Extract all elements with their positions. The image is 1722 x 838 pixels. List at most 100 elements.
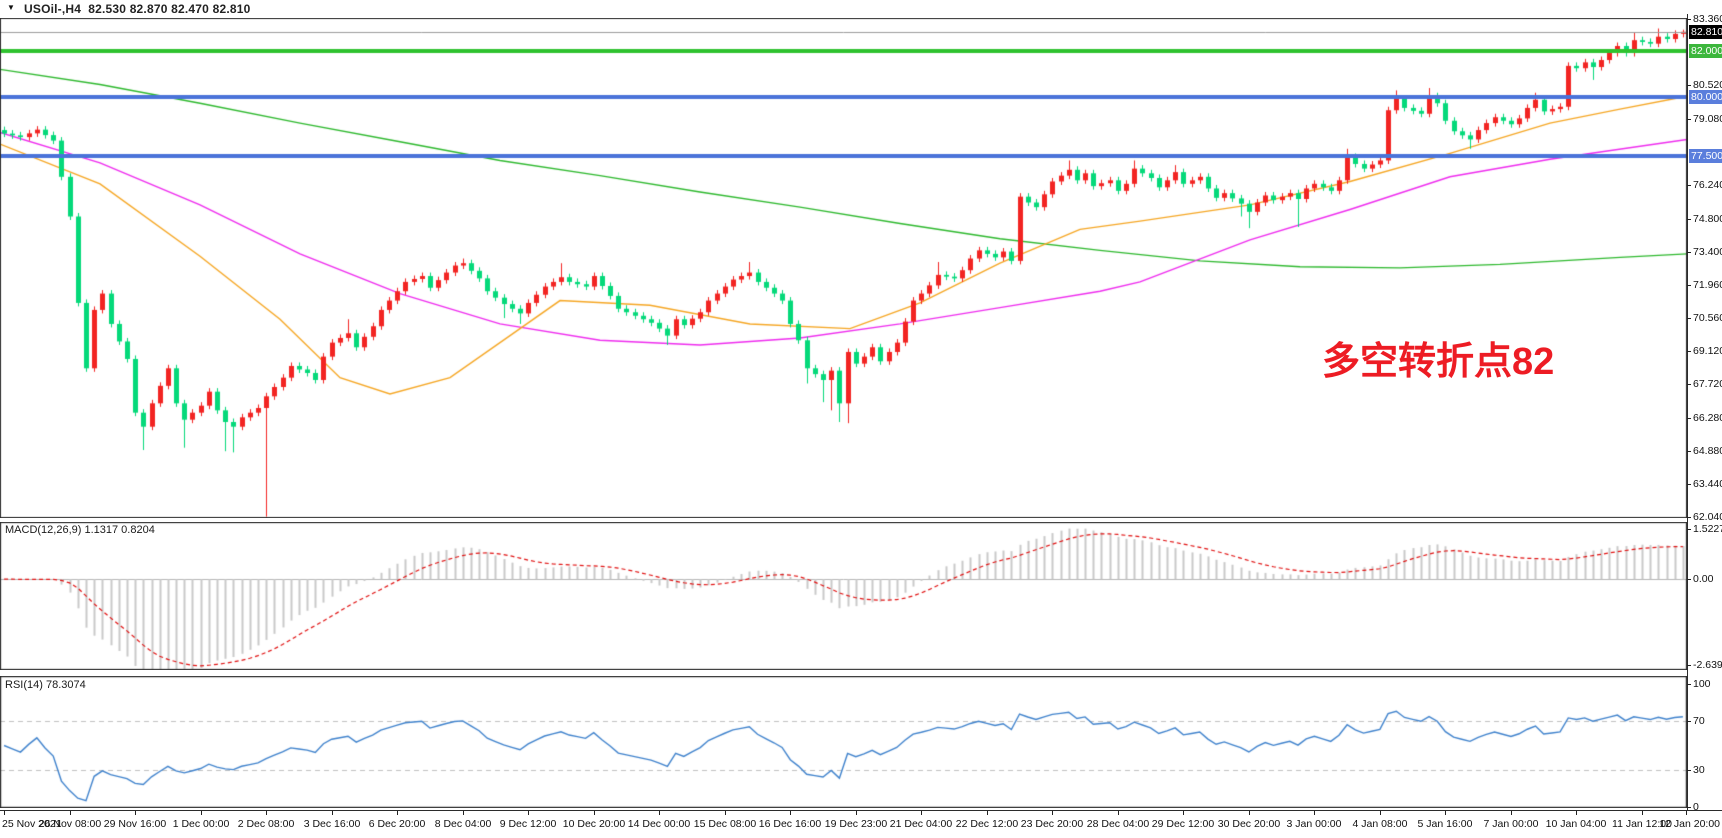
time-axis-label: 8 Dec 04:00 bbox=[434, 818, 492, 830]
time-tick-mark bbox=[528, 811, 529, 815]
axis-tick-mark bbox=[1687, 665, 1691, 666]
macd-axis-label: 1.5227 bbox=[1693, 523, 1722, 535]
rsi-axis-label: 70 bbox=[1693, 715, 1705, 727]
axis-tick-mark bbox=[1687, 721, 1691, 722]
price-axis-label: 80.520 bbox=[1693, 79, 1722, 91]
time-axis-label: 5 Jan 16:00 bbox=[1417, 818, 1473, 830]
axis-tick-mark bbox=[1687, 384, 1691, 385]
time-axis-label: 15 Dec 08:00 bbox=[693, 818, 757, 830]
time-tick-mark bbox=[397, 811, 398, 815]
time-tick-mark bbox=[332, 811, 333, 815]
time-tick-mark bbox=[594, 811, 595, 815]
time-tick-mark bbox=[1642, 811, 1643, 815]
time-axis-label: 3 Dec 16:00 bbox=[303, 818, 361, 830]
rsi-label: RSI(14) 78.3074 bbox=[5, 679, 86, 691]
time-axis-label: 14 Dec 00:00 bbox=[627, 818, 691, 830]
time-axis-label: 6 Dec 20:00 bbox=[368, 818, 426, 830]
macd-label: MACD(12,26,9) 1.1317 0.8204 bbox=[5, 524, 155, 536]
time-axis-label: 4 Jan 08:00 bbox=[1352, 818, 1408, 830]
time-axis-label: 9 Dec 12:00 bbox=[499, 818, 557, 830]
time-tick-mark bbox=[135, 811, 136, 815]
high-value: 82.870 bbox=[129, 2, 168, 16]
axis-tick-mark bbox=[1687, 119, 1691, 120]
time-axis-label: 2 Dec 08:00 bbox=[237, 818, 295, 830]
price-badge-current-price: 82.810 bbox=[1689, 25, 1722, 39]
rsi-panel-canvas[interactable] bbox=[0, 676, 1687, 808]
time-axis-label: 16 Dec 16:00 bbox=[758, 818, 822, 830]
price-axis-label: 63.440 bbox=[1693, 478, 1722, 490]
price-axis-label: 69.120 bbox=[1693, 345, 1722, 357]
time-tick-mark bbox=[4, 811, 5, 815]
axis-border-line bbox=[1687, 14, 1688, 810]
axis-tick-mark bbox=[1687, 19, 1691, 20]
time-axis[interactable]: 25 Nov 2021 26 Nov 08:00 29 Nov 16:00 1 Dec… bbox=[0, 810, 1722, 838]
axis-tick-mark bbox=[1687, 684, 1691, 685]
time-tick-mark bbox=[70, 811, 71, 815]
price-chart-canvas[interactable] bbox=[0, 18, 1687, 518]
macd-axis-label: -2.6392 bbox=[1693, 659, 1722, 671]
time-tick-mark bbox=[987, 811, 988, 815]
time-axis-label: 11 Jan 12:00 bbox=[1612, 818, 1672, 830]
rsi-axis-label: 100 bbox=[1693, 678, 1711, 690]
time-axis-label: 10 Jan 04:00 bbox=[1545, 818, 1607, 830]
time-tick-mark bbox=[1686, 811, 1687, 815]
price-axis-label: 71.960 bbox=[1693, 279, 1722, 291]
time-axis-label: 1 Dec 00:00 bbox=[172, 818, 230, 830]
symbol-ohlc-readout: USOil-,H4 82.530 82.870 82.470 82.810 bbox=[24, 2, 251, 16]
axis-tick-mark bbox=[1687, 484, 1691, 485]
axis-tick-mark bbox=[1687, 185, 1691, 186]
time-axis-label: 29 Dec 12:00 bbox=[1151, 818, 1215, 830]
symbol-label: USOil-,H4 bbox=[24, 2, 82, 16]
axis-tick-mark bbox=[1687, 451, 1691, 452]
axis-tick-mark bbox=[1687, 219, 1691, 220]
time-tick-mark bbox=[1183, 811, 1184, 815]
time-tick-mark bbox=[725, 811, 726, 815]
close-value: 82.810 bbox=[212, 2, 251, 16]
time-tick-mark bbox=[201, 811, 202, 815]
axis-tick-mark bbox=[1687, 318, 1691, 319]
axis-tick-mark bbox=[1687, 252, 1691, 253]
price-badge-hline-80: 80.000 bbox=[1689, 90, 1722, 104]
price-axis-label: 74.800 bbox=[1693, 213, 1722, 225]
time-tick-mark bbox=[1052, 811, 1053, 815]
time-axis-label: 26 Nov 08:00 bbox=[38, 818, 102, 830]
price-badge-hline-82: 82.000 bbox=[1689, 44, 1722, 58]
axis-tick-mark bbox=[1687, 807, 1691, 808]
chart-header: ▼ USOil-,H4 82.530 82.870 82.470 82.810 bbox=[0, 0, 1722, 18]
rsi-axis-label: 30 bbox=[1693, 764, 1705, 776]
time-axis-label: 19 Dec 23:00 bbox=[824, 818, 888, 830]
time-tick-mark bbox=[266, 811, 267, 815]
price-axis-label: 76.240 bbox=[1693, 179, 1722, 191]
price-badge-hline-775: 77.500 bbox=[1689, 149, 1722, 163]
time-axis-label: 7 Jan 00:00 bbox=[1483, 818, 1539, 830]
time-tick-mark bbox=[1445, 811, 1446, 815]
low-value: 82.470 bbox=[171, 2, 210, 16]
time-tick-mark bbox=[790, 811, 791, 815]
time-axis-label: 3 Jan 00:00 bbox=[1286, 818, 1342, 830]
axis-tick-mark bbox=[1687, 770, 1691, 771]
axis-tick-mark bbox=[1687, 517, 1691, 518]
axis-tick-mark bbox=[1687, 579, 1691, 580]
axis-tick-mark bbox=[1687, 351, 1691, 352]
axis-tick-mark bbox=[1687, 529, 1691, 530]
macd-panel-canvas[interactable] bbox=[0, 522, 1687, 670]
time-tick-mark bbox=[1118, 811, 1119, 815]
time-tick-mark bbox=[1380, 811, 1381, 815]
time-tick-mark bbox=[1511, 811, 1512, 815]
time-tick-mark bbox=[1576, 811, 1577, 815]
time-axis-label: 22 Dec 12:00 bbox=[955, 818, 1019, 830]
time-axis-label: 30 Dec 20:00 bbox=[1217, 818, 1281, 830]
time-tick-mark bbox=[463, 811, 464, 815]
time-tick-mark bbox=[1314, 811, 1315, 815]
time-axis-label: 12 Jan 20:00 bbox=[1659, 818, 1720, 830]
price-axis[interactable]: 83.360 80.520 79.080 76.240 74.800 73.400 71.9… bbox=[1687, 0, 1722, 813]
symbol-dropdown-icon[interactable]: ▼ bbox=[7, 3, 15, 12]
axis-tick-mark bbox=[1687, 418, 1691, 419]
time-axis-label: 21 Dec 04:00 bbox=[889, 818, 953, 830]
time-axis-label: 29 Nov 16:00 bbox=[103, 818, 167, 830]
time-tick-mark bbox=[921, 811, 922, 815]
price-axis-label: 67.720 bbox=[1693, 378, 1722, 390]
time-axis-label: 10 Dec 20:00 bbox=[562, 818, 626, 830]
price-axis-label: 73.400 bbox=[1693, 246, 1722, 258]
